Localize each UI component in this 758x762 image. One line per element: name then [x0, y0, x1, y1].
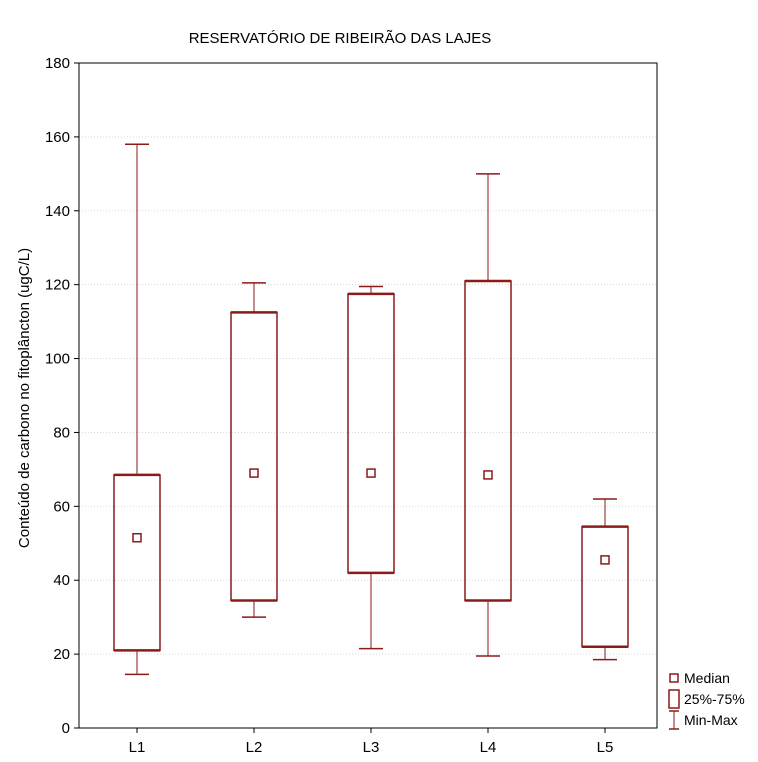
- box-l4: [464, 173, 512, 657]
- y-tick-label: 80: [53, 424, 70, 441]
- legend-item-whisker: Min-Max: [669, 710, 738, 730]
- grid-lines: [79, 136, 657, 655]
- box-l1: [113, 143, 161, 676]
- x-tick-label: L1: [129, 739, 146, 756]
- y-tick-label: 120: [45, 277, 70, 294]
- iqr-box: [581, 525, 629, 648]
- plot-frame: [78, 62, 658, 729]
- y-tick-label: 160: [45, 129, 70, 146]
- legend-item-median: Median: [669, 670, 730, 686]
- y-tick-label: 0: [62, 720, 70, 737]
- iqr-box: [347, 293, 395, 574]
- legend-label: 25%-75%: [684, 691, 745, 707]
- median-marker: [132, 532, 142, 543]
- legend-median-symbol: [669, 673, 679, 683]
- median-marker: [600, 555, 610, 565]
- iqr-box: [230, 311, 278, 602]
- y-tick-label: 60: [53, 498, 70, 515]
- boxes: [113, 143, 629, 676]
- iqr-box: [464, 280, 512, 602]
- legend-label: Median: [684, 670, 730, 686]
- legend-label: Min-Max: [684, 712, 738, 728]
- median-marker: [366, 468, 376, 478]
- y-tick-label: 180: [45, 55, 70, 72]
- y-tick-label: 40: [53, 572, 70, 589]
- x-tick-label: L5: [597, 739, 614, 756]
- box-l2: [230, 282, 278, 618]
- x-tick-label: L4: [480, 739, 497, 756]
- iqr-box: [113, 474, 161, 652]
- median-marker: [249, 468, 259, 478]
- x-tick-label: L2: [246, 739, 263, 756]
- y-axis: 0 20 40 60 80 100 120 140 160 180: [45, 55, 79, 737]
- y-tick-label: 100: [45, 351, 70, 368]
- box-l5: [581, 498, 629, 661]
- y-axis-label: Conteúdo de carbono no fitoplâncton (ugC…: [16, 248, 33, 548]
- x-tick-label: L3: [363, 739, 380, 756]
- legend-item-box: 25%-75%: [668, 689, 745, 709]
- median-marker: [483, 470, 493, 480]
- x-axis: L1 L2 L3 L4 L5: [129, 728, 614, 756]
- legend: Median 25%-75% Min-Max: [668, 670, 745, 730]
- box-l3: [347, 285, 395, 650]
- y-tick-label: 20: [53, 646, 70, 663]
- y-tick-label: 140: [45, 203, 70, 220]
- chart-title: RESERVATÓRIO DE RIBEIRÃO DAS LAJES: [189, 30, 492, 47]
- legend-box-symbol: [668, 689, 680, 709]
